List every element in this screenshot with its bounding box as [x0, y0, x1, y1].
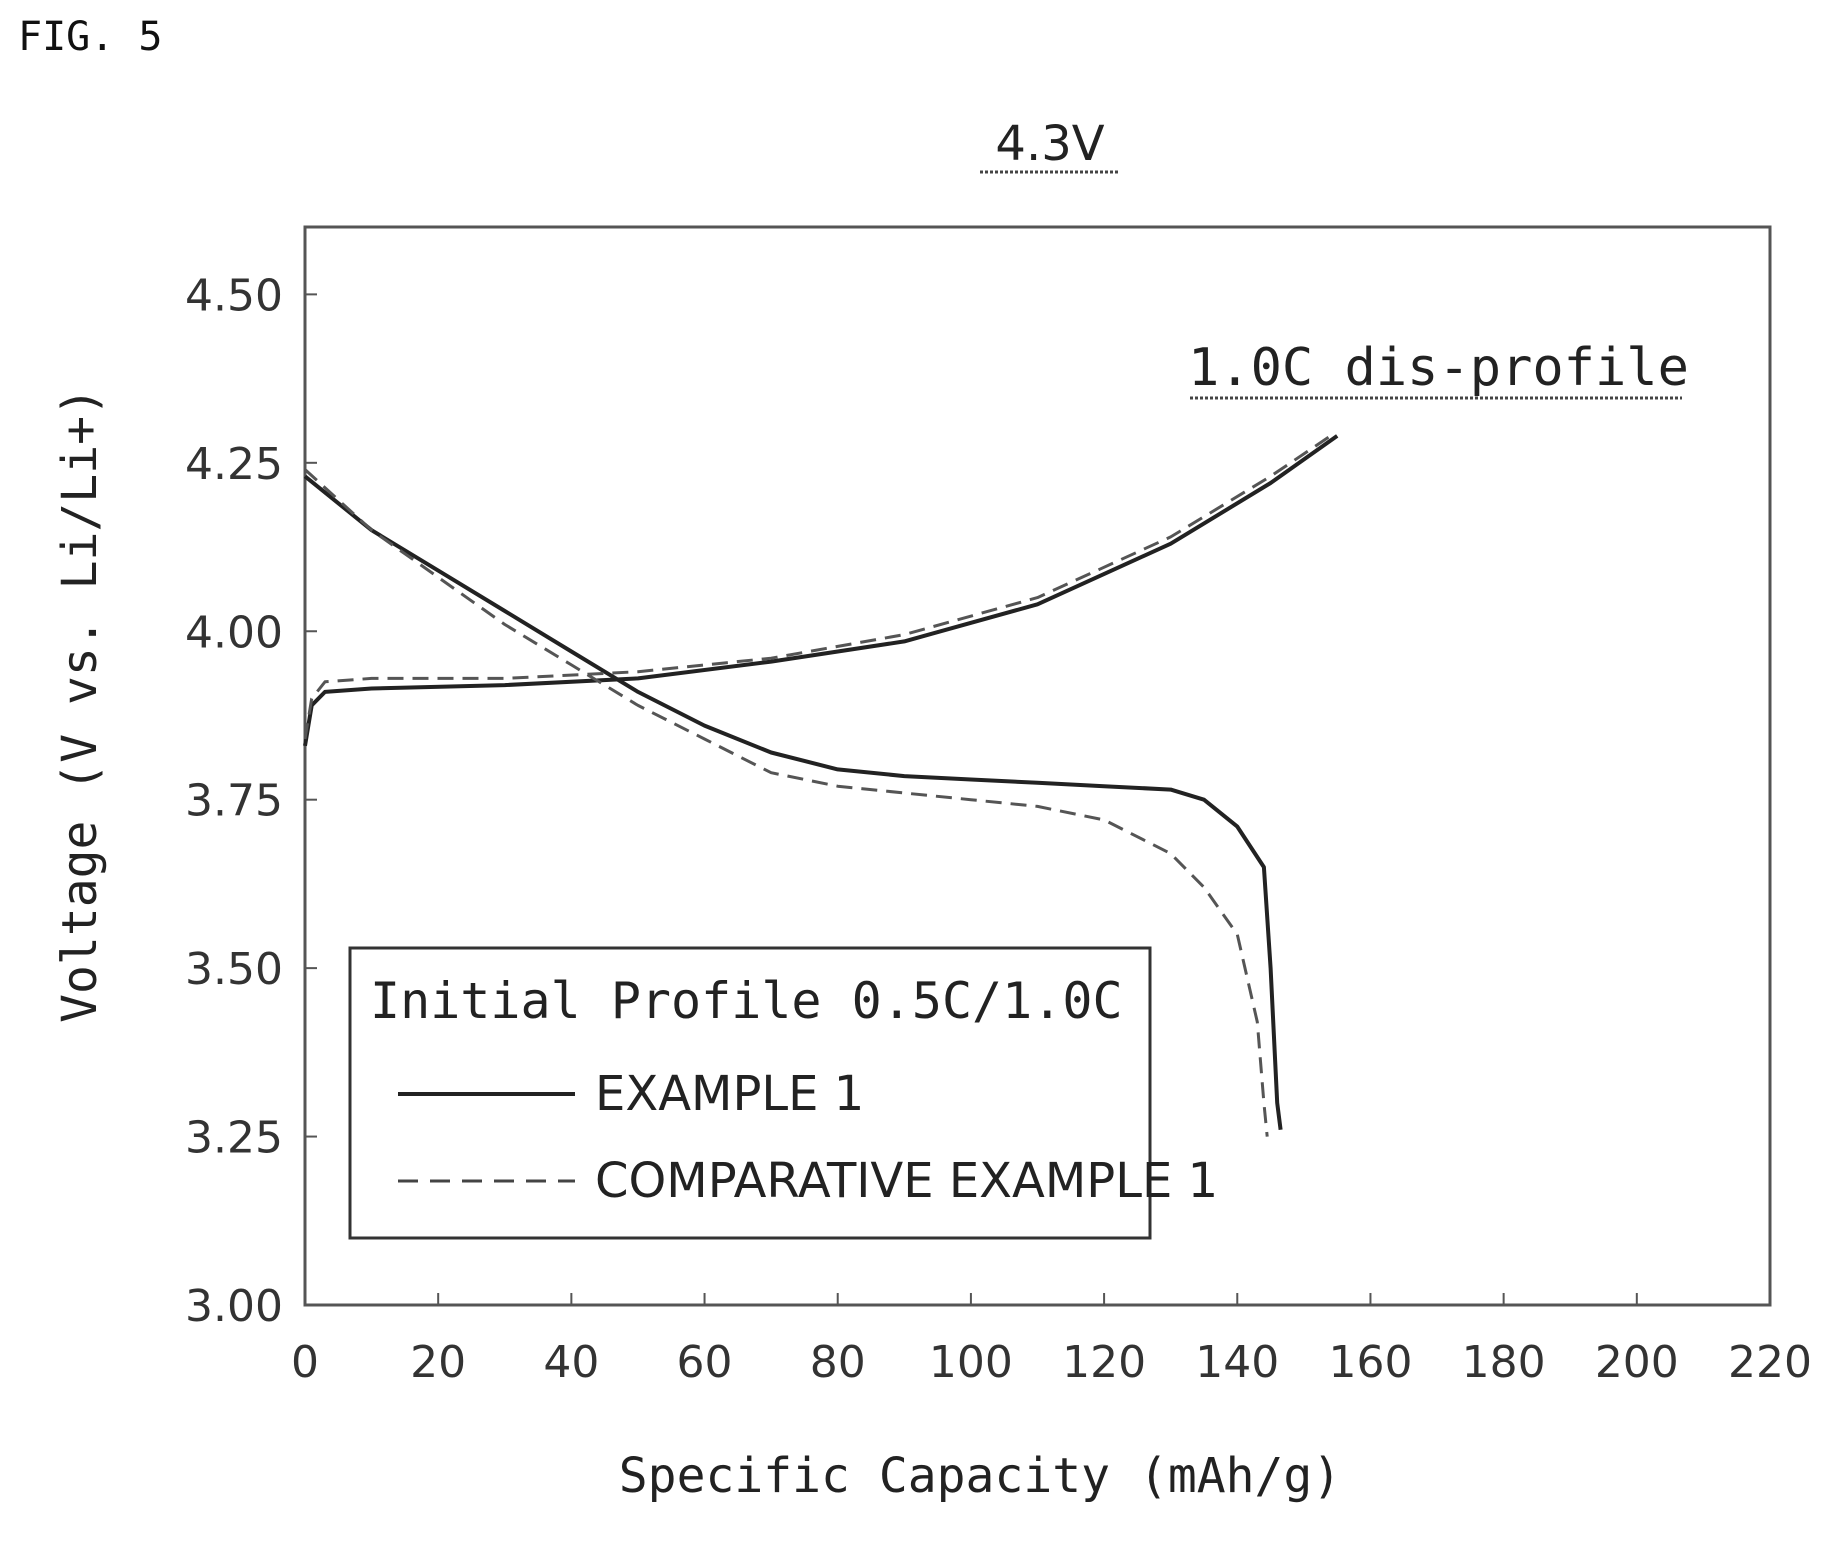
y-tick-label: 3.25 — [185, 1113, 283, 1164]
x-tick-label: 100 — [929, 1337, 1013, 1388]
series-layer — [303, 434, 1339, 1137]
y-tick-label: 3.50 — [185, 944, 283, 995]
series-example-1 — [303, 434, 1339, 1131]
x-tick-label: 0 — [291, 1337, 319, 1388]
y-tick-label: 4.25 — [185, 439, 283, 490]
legend-entry-comparative-example-1: COMPARATIVE EXAMPLE 1 — [595, 1153, 1218, 1209]
plot-frame — [303, 225, 1772, 1307]
series-line-charge — [303, 434, 1332, 740]
series-line-charge — [303, 434, 1339, 747]
series-line-discharge — [303, 474, 1283, 1131]
annotation-dis-profile: 1.0C dis-profile — [1188, 338, 1689, 398]
x-tick-label: 140 — [1195, 1337, 1279, 1388]
x-tick-label: 160 — [1328, 1337, 1412, 1388]
y-tick-label: 4.00 — [185, 607, 283, 658]
x-tick-label: 40 — [543, 1337, 599, 1388]
chart-title: 4.3V — [995, 116, 1104, 172]
x-tick-label: 200 — [1595, 1337, 1679, 1388]
legend-title: Initial Profile 0.5C/1.0C — [370, 972, 1123, 1030]
series-line-discharge — [303, 468, 1269, 1137]
y-axis-label: Voltage (V vs. Li/Li+) — [52, 387, 108, 1023]
x-axis-label: Specific Capacity (mAh/g) — [619, 1448, 1341, 1504]
x-tick-label: 180 — [1462, 1337, 1546, 1388]
figure-label: FIG. 5 — [18, 14, 163, 60]
legend-entry-example-1: EXAMPLE 1 — [595, 1066, 864, 1122]
axis-ticks: 0 20 40 60 80 100 120 140 160 180 200 220 3.00 3.25 3.… — [185, 270, 1812, 1388]
y-tick-label: 3.00 — [185, 1281, 283, 1332]
x-tick-label: 20 — [410, 1337, 466, 1388]
x-tick-label: 60 — [677, 1337, 733, 1388]
x-tick-label: 120 — [1062, 1337, 1146, 1388]
legend: Initial Profile 0.5C/1.0C EXAMPLE 1 COMP… — [348, 946, 1218, 1240]
x-tick-label: 80 — [810, 1337, 866, 1388]
series-comparative-example-1 — [303, 434, 1332, 1137]
y-tick-label: 3.75 — [185, 776, 283, 827]
y-tick-label: 4.50 — [185, 270, 283, 321]
x-tick-label: 220 — [1728, 1337, 1812, 1388]
